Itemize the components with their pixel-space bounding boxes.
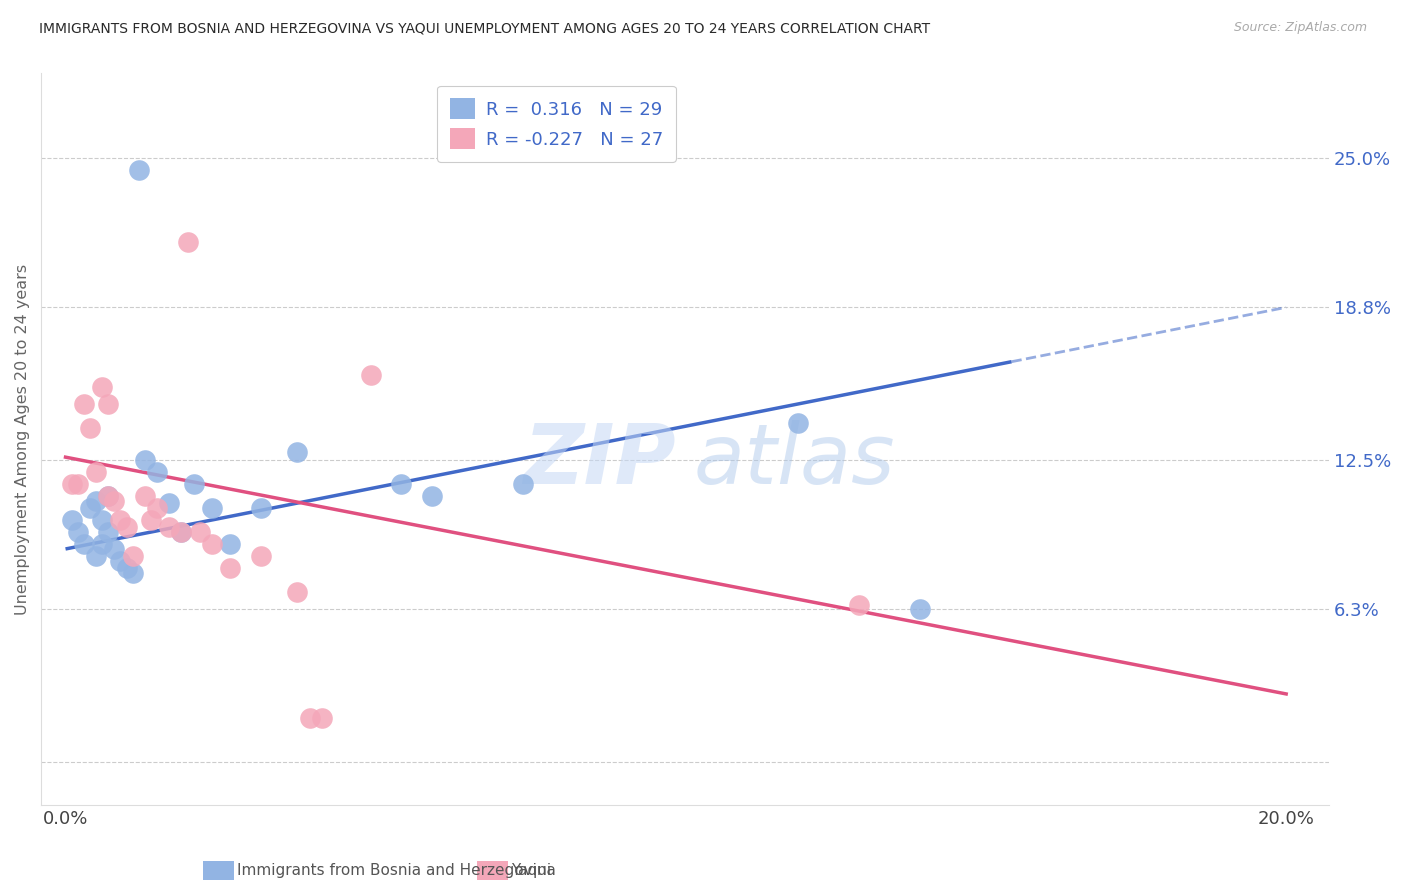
Point: [157, 496, 180, 510]
Point: [103, 541, 125, 556]
Point: [73, 537, 96, 551]
Point: [287, 445, 309, 459]
Point: [287, 585, 309, 599]
Point: [311, 711, 333, 725]
Point: [908, 602, 931, 616]
Text: Yaqui: Yaqui: [510, 863, 551, 878]
Point: [219, 561, 242, 575]
Point: [121, 549, 143, 564]
Text: ZIP: ZIP: [523, 420, 676, 501]
Text: IMMIGRANTS FROM BOSNIA AND HERZEGOVINA VS YAQUI UNEMPLOYMENT AMONG AGES 20 TO 24: IMMIGRANTS FROM BOSNIA AND HERZEGOVINA V…: [39, 21, 931, 36]
Point: [91, 513, 114, 527]
Point: [60, 476, 83, 491]
Point: [115, 520, 138, 534]
Point: [121, 566, 143, 581]
Point: [250, 500, 273, 515]
Point: [170, 524, 193, 539]
Point: [66, 476, 89, 491]
Point: [60, 513, 83, 527]
Point: [91, 380, 114, 394]
Point: [157, 520, 180, 534]
Point: [115, 561, 138, 575]
Point: [201, 537, 224, 551]
Point: [79, 421, 101, 435]
Point: [73, 397, 96, 411]
Point: [170, 524, 193, 539]
Point: [97, 489, 120, 503]
Point: [146, 465, 169, 479]
Text: Source: ZipAtlas.com: Source: ZipAtlas.com: [1233, 21, 1367, 35]
Point: [91, 537, 114, 551]
Text: atlas: atlas: [695, 420, 896, 501]
Point: [97, 489, 120, 503]
Point: [201, 500, 224, 515]
Text: Immigrants from Bosnia and Herzegovina: Immigrants from Bosnia and Herzegovina: [236, 863, 555, 878]
Point: [66, 524, 89, 539]
Point: [787, 417, 810, 431]
Point: [110, 554, 132, 568]
Point: [183, 476, 205, 491]
Legend: R =  0.316   N = 29, R = -0.227   N = 27: R = 0.316 N = 29, R = -0.227 N = 27: [437, 86, 675, 161]
Point: [848, 598, 870, 612]
Point: [97, 524, 120, 539]
Point: [176, 235, 198, 249]
Point: [512, 476, 534, 491]
Point: [420, 489, 443, 503]
Point: [360, 368, 382, 382]
Point: [219, 537, 242, 551]
Point: [128, 162, 150, 177]
Point: [134, 489, 156, 503]
Point: [298, 711, 321, 725]
Point: [139, 513, 162, 527]
Point: [110, 513, 132, 527]
Point: [134, 452, 156, 467]
Point: [103, 493, 125, 508]
Point: [97, 397, 120, 411]
Y-axis label: Unemployment Among Ages 20 to 24 years: Unemployment Among Ages 20 to 24 years: [15, 263, 30, 615]
Point: [146, 500, 169, 515]
Point: [188, 524, 211, 539]
Point: [84, 465, 107, 479]
Point: [250, 549, 273, 564]
Point: [79, 500, 101, 515]
Point: [84, 493, 107, 508]
Point: [389, 476, 412, 491]
Point: [84, 549, 107, 564]
